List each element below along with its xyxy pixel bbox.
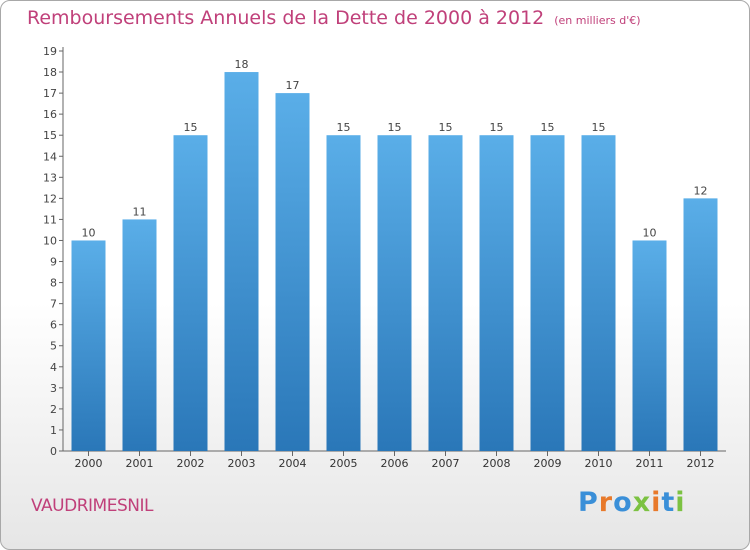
chart-title: Remboursements Annuels de la Dette de 20… [27,7,641,29]
brand-letter: i [651,487,662,518]
brand-letter: t [661,487,676,518]
data-label-2012: 12 [694,184,708,197]
bar-2011 [632,240,667,451]
chart-unit-note: (en milliers d'€) [554,14,641,27]
y-tick-label: 6 [50,319,57,332]
y-tick-label: 1 [50,424,57,437]
y-tick-label: 9 [50,256,57,269]
bar-2003 [224,72,259,451]
bar-2008 [479,135,514,452]
x-tick-label: 2001 [126,457,154,470]
brand-letter: o [613,487,633,518]
y-tick-label: 11 [43,213,57,226]
bar-2000 [71,240,106,451]
y-tick-label: 10 [43,234,57,247]
bar-2005 [326,135,361,452]
chart-title-main: Remboursements Annuels de la Dette de 20… [27,7,545,29]
brand-letter: i [675,487,686,518]
bar-2006 [377,135,412,452]
commune-name: VAUDRIMESNIL [31,496,153,516]
x-tick-label: 2000 [75,457,103,470]
y-tick-label: 15 [43,129,57,142]
y-tick-label: 8 [50,277,57,290]
bar-2012 [683,198,718,451]
bar-2001 [122,219,157,451]
y-tick-label: 14 [43,150,57,163]
x-tick-label: 2004 [279,457,307,470]
bar-2007 [428,135,463,452]
y-tick-label: 7 [50,298,57,311]
bar-2010 [581,135,616,452]
x-tick-label: 2012 [687,457,715,470]
data-label-2010: 15 [592,121,606,134]
x-tick-label: 2002 [177,457,205,470]
data-label-2008: 15 [490,121,504,134]
data-label-2009: 15 [541,121,555,134]
bar-2004 [275,93,310,452]
data-label-2011: 10 [643,226,657,239]
x-tick-label: 2006 [381,457,409,470]
data-label-2004: 17 [286,79,300,92]
x-tick-label: 2008 [483,457,511,470]
x-tick-label: 2003 [228,457,256,470]
y-tick-label: 13 [43,171,57,184]
data-label-2006: 15 [388,121,402,134]
y-tick-label: 3 [50,382,57,395]
brand-logo[interactable]: Proxiti [578,487,686,518]
y-tick-label: 18 [43,66,57,79]
x-tick-label: 2007 [432,457,460,470]
brand-letter: x [632,487,652,518]
y-tick-label: 0 [50,445,57,458]
data-label-2007: 15 [439,121,453,134]
y-tick-label: 4 [50,361,57,374]
data-label-2003: 18 [235,58,249,71]
x-tick-label: 2010 [585,457,613,470]
data-label-2002: 15 [184,121,198,134]
data-label-2000: 10 [82,226,96,239]
y-tick-label: 17 [43,87,57,100]
x-tick-label: 2011 [636,457,664,470]
data-label-2001: 11 [133,205,147,218]
y-tick-label: 19 [43,45,57,58]
brand-letter: P [578,487,599,518]
data-labels-group: 10 11 15 18 17 15 15 15 15 15 15 10 12 [82,58,708,239]
y-tick-label: 5 [50,340,57,353]
data-label-2005: 15 [337,121,351,134]
y-tick-label: 2 [50,403,57,416]
bar-2002 [173,135,208,452]
bars-group [71,72,718,452]
y-tick-label: 16 [43,108,57,121]
brand-letter: r [598,487,614,518]
x-tick-label: 2009 [534,457,562,470]
y-tick-label: 12 [43,192,57,205]
x-tick-label: 2005 [330,457,358,470]
bar-2009 [530,135,565,452]
